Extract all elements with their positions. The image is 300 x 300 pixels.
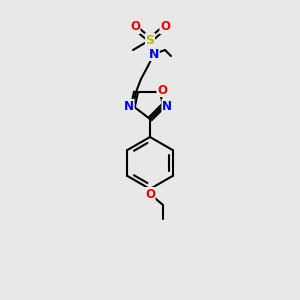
Text: O: O [145, 188, 155, 200]
Text: N: N [162, 100, 172, 112]
Text: O: O [160, 20, 170, 34]
Text: O: O [157, 83, 167, 97]
Text: S: S [146, 34, 154, 46]
Text: N: N [149, 47, 159, 61]
Text: O: O [130, 20, 140, 34]
Text: N: N [124, 100, 134, 112]
